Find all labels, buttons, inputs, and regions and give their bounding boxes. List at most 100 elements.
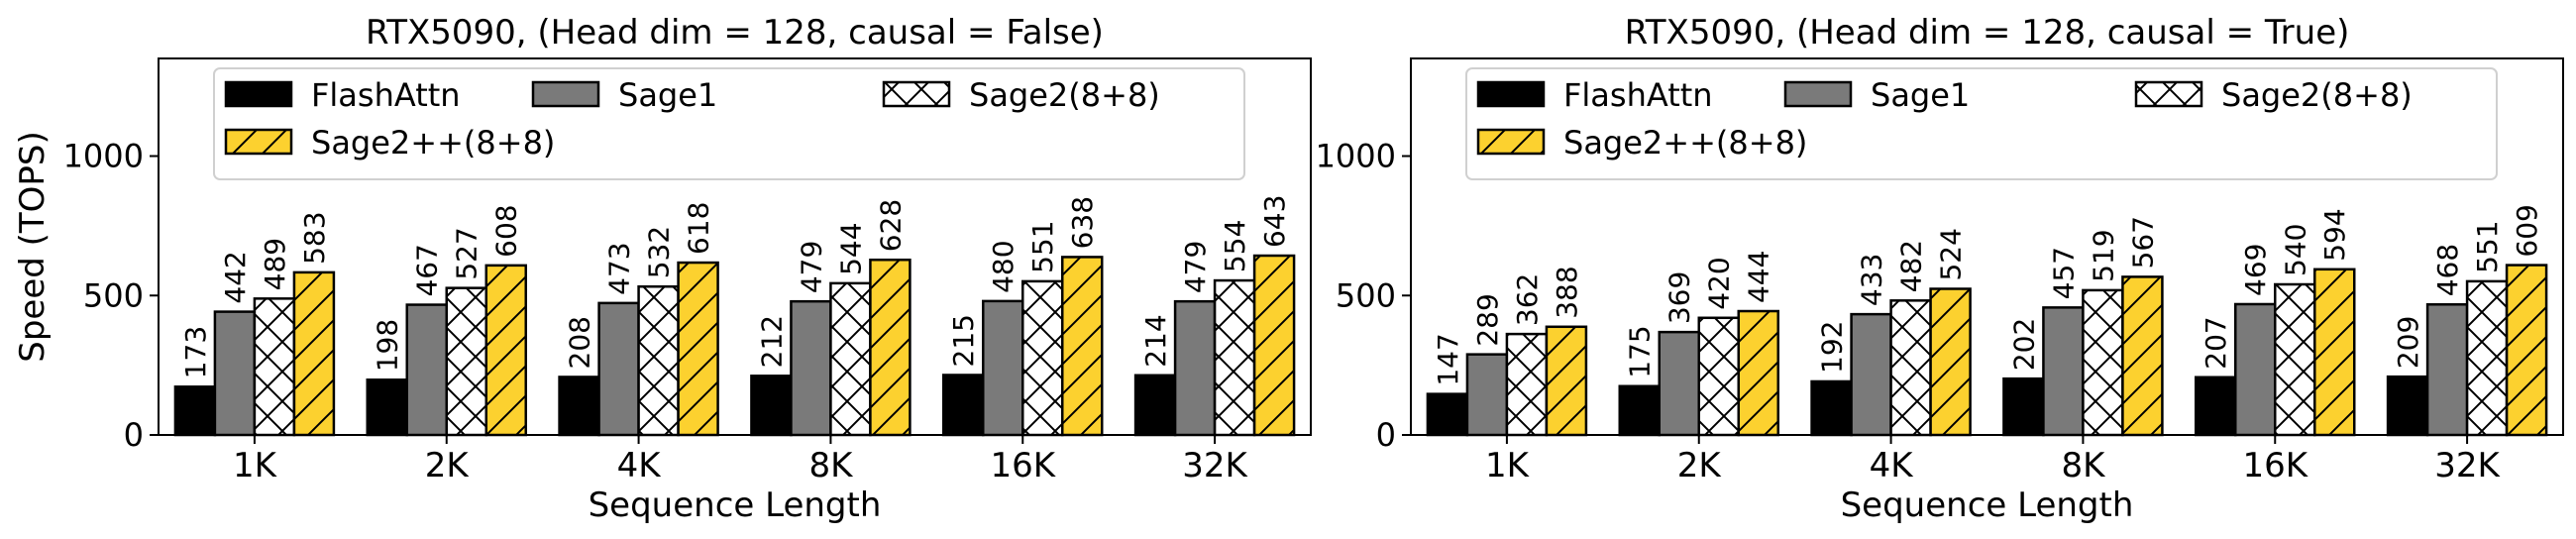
bar-flashattn-8k [750, 375, 793, 437]
bar-flashattn-1k [1426, 392, 1469, 437]
y-tick-label: 500 [1336, 276, 1396, 314]
legend-swatch-sage1 [1783, 80, 1853, 108]
data-label: 551 [2471, 220, 2504, 272]
data-label: 147 [1432, 333, 1464, 385]
legend-label-sage1: Sage1 [1871, 76, 1970, 114]
plot-frame [1410, 57, 2564, 436]
bar-sage2-8plus8-4k [1889, 299, 1932, 437]
data-label: 479 [795, 241, 827, 293]
bar-sage2plusplus-8plus8-16k [2313, 268, 2356, 437]
data-label: 369 [1664, 271, 1696, 324]
bar-sage1-1k [1465, 353, 1509, 437]
data-label: 212 [755, 315, 788, 368]
bar-sage2plusplus-8plus8-2k [1737, 309, 1779, 437]
data-label: 618 [683, 202, 715, 255]
data-label: 551 [1026, 220, 1059, 272]
bar-sage2plusplus-8plus8-8k [2121, 275, 2164, 437]
data-label: 480 [987, 240, 1020, 292]
data-label: 527 [451, 227, 483, 279]
bar-flashattn-4k [558, 376, 600, 437]
bar-sage2-8plus8-8k [829, 281, 872, 437]
data-label: 457 [2047, 247, 2080, 299]
y-tick-label: 1000 [63, 138, 144, 175]
bar-sage2plusplus-8plus8-32k [2505, 264, 2548, 437]
data-label: 289 [1471, 293, 1504, 346]
bar-sage2plusplus-8plus8-4k [677, 261, 719, 437]
legend-swatch-sage2-8plus8 [882, 80, 951, 108]
bar-sage1-32k [2425, 303, 2469, 437]
bar-flashattn-2k [1618, 384, 1661, 437]
x-tick-label: 1K [1485, 446, 1531, 485]
data-label: 173 [179, 326, 212, 378]
legend-box [1465, 67, 2498, 180]
bar-sage1-2k [1658, 330, 1700, 437]
data-label: 444 [1743, 251, 1775, 303]
y-tick-label: 0 [124, 416, 144, 454]
bar-sage1-16k [2234, 302, 2277, 437]
legend-swatch-sage1 [531, 80, 600, 108]
chart-title: RTX5090, (Head dim = 128, causal = True) [1625, 13, 2350, 53]
bar-sage1-32k [1173, 299, 1217, 437]
data-label: 532 [643, 226, 676, 278]
data-label: 467 [411, 244, 444, 296]
legend-swatch-sage2-8plus8 [2134, 80, 2203, 108]
data-label: 479 [1179, 241, 1212, 293]
legend-box [213, 67, 1245, 180]
x-tick-label: 32K [1182, 446, 1248, 485]
data-label: 524 [1935, 228, 1968, 280]
bar-sage2plusplus-8plus8-16k [1061, 256, 1104, 437]
bar-sage2-8plus8-8k [2082, 288, 2124, 437]
bar-flashattn-16k [942, 374, 985, 437]
bar-sage1-16k [982, 299, 1024, 437]
bar-flashattn-2k [366, 378, 408, 437]
x-tick-label: 4K [617, 446, 663, 485]
data-label: 567 [2126, 216, 2159, 269]
x-tick-label: 2K [1677, 446, 1723, 485]
bar-sage2-8plus8-2k [445, 286, 487, 437]
bar-sage1-8k [790, 299, 832, 437]
data-label: 544 [834, 222, 867, 274]
bar-sage2-8plus8-32k [1213, 278, 1256, 437]
data-label: 468 [2431, 244, 2464, 296]
data-label: 198 [372, 319, 404, 372]
legend-label-sage2-8plus8: Sage2(8+8) [2221, 76, 2413, 114]
data-label: 482 [1895, 240, 1928, 292]
data-label: 609 [2511, 204, 2543, 257]
chart-title: RTX5090, (Head dim = 128, causal = False… [366, 13, 1104, 53]
bar-sage2plusplus-8plus8-32k [1252, 254, 1296, 437]
data-label: 215 [947, 314, 980, 367]
plot-frame [158, 57, 1312, 436]
data-label: 209 [2392, 316, 2424, 369]
legend: FlashAttn Sage1 Sage2(8+8) Sage2++(8+8) [1465, 67, 2498, 180]
bar-sage2-8plus8-4k [637, 285, 680, 437]
x-tick-label: 8K [808, 446, 854, 485]
y-tick-label: 0 [1376, 416, 1396, 454]
chart-panel-2: RTX5090, (Head dim = 128, causal = True)… [1316, 13, 2564, 525]
bar-sage1-8k [2042, 306, 2085, 437]
data-label: 638 [1066, 196, 1099, 249]
x-tick-label: 16K [2242, 446, 2308, 485]
bar-flashattn-8k [2002, 377, 2045, 437]
bar-sage2plusplus-8plus8-2k [484, 264, 527, 437]
bar-sage2plusplus-8plus8-4k [1929, 287, 1972, 437]
data-label: 420 [1703, 257, 1736, 309]
legend-label-sage1: Sage1 [618, 76, 717, 114]
x-tick-label: 4K [1870, 446, 1915, 485]
data-label: 554 [1219, 220, 1251, 272]
bar-sage2-8plus8-1k [1505, 332, 1549, 437]
x-tick-label: 16K [990, 446, 1056, 485]
bar-sage1-2k [405, 303, 448, 437]
data-label: 473 [603, 242, 636, 294]
x-tick-label: 1K [233, 446, 278, 485]
legend-label-sage2plusplus-8plus8: Sage2++(8+8) [1563, 124, 1807, 162]
bar-sage2plusplus-8plus8-1k [292, 270, 336, 437]
y-tick-label: 500 [83, 276, 144, 314]
bar-sage1-4k [1850, 312, 1892, 437]
data-label: 362 [1511, 273, 1544, 326]
bar-sage2-8plus8-16k [1021, 279, 1064, 437]
data-label: 175 [1624, 325, 1657, 377]
legend: FlashAttn Sage1 Sage2(8+8) Sage2++(8+8) [213, 67, 1245, 180]
bar-flashattn-4k [1810, 379, 1853, 437]
bar-flashattn-1k [173, 385, 217, 437]
data-label: 208 [564, 316, 596, 369]
